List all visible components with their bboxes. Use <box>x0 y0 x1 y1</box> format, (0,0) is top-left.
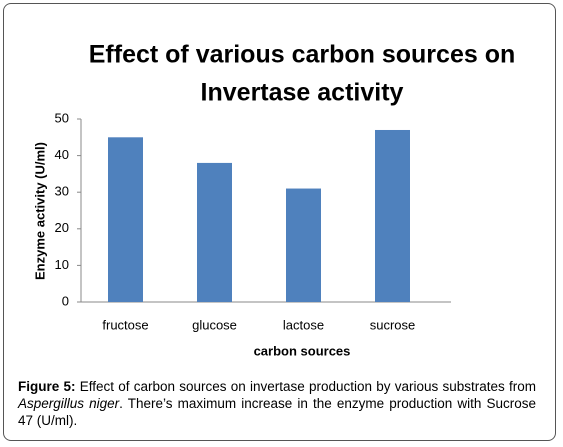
chart-title: Effect of various carbon sources on <box>89 41 516 69</box>
figure-frame <box>3 3 556 441</box>
caption: Figure 5: Effect of carbon sources on in… <box>18 378 536 429</box>
caption-species: Aspergillus niger <box>18 396 120 411</box>
bar <box>286 188 321 302</box>
caption-text: . There’s maximum increase in the enzyme… <box>18 396 536 428</box>
x-axis-label: carbon sources <box>254 343 351 358</box>
bar <box>197 162 232 302</box>
chart: Effect of various carbon sources on Inve… <box>32 41 516 359</box>
y-tick-label: 20 <box>55 220 69 235</box>
chart-title: Invertase activity <box>201 79 404 107</box>
y-axis-label: Enzyme activity (U/ml) <box>32 142 47 280</box>
y-tick-label: 40 <box>55 147 69 162</box>
caption-text: Effect of carbon sources on invertase pr… <box>79 379 536 394</box>
caption-label: Figure 5: <box>18 379 76 394</box>
y-tick-label: 30 <box>55 184 69 199</box>
x-tick-label: fructose <box>102 317 148 332</box>
x-tick-label: lactose <box>283 317 324 332</box>
y-tick-label: 0 <box>62 293 69 308</box>
bar <box>375 129 410 302</box>
y-tick-label: 50 <box>55 110 69 125</box>
x-tick-label: sucrose <box>370 317 416 332</box>
x-tick-label: glucose <box>192 317 237 332</box>
bar <box>108 137 143 302</box>
y-tick-label: 10 <box>55 257 69 272</box>
